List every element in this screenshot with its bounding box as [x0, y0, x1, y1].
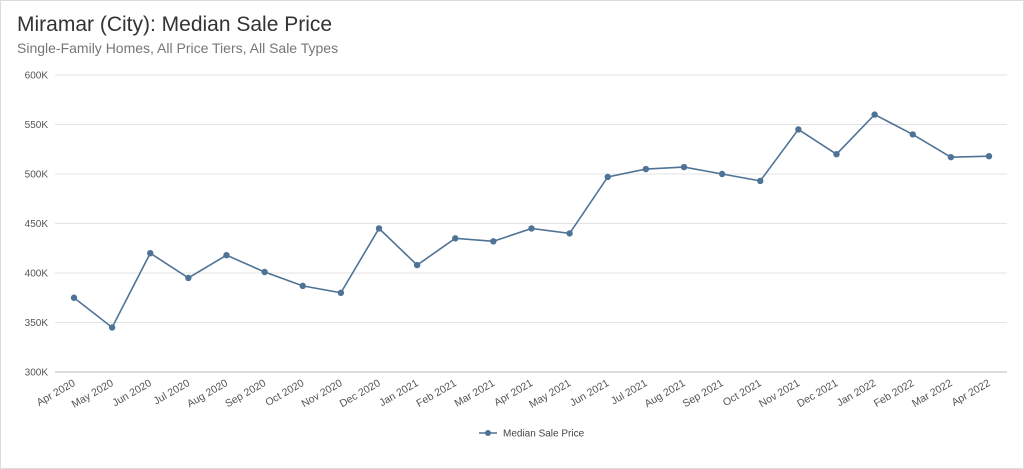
x-tick-label: Mar 2021: [452, 377, 497, 410]
x-tick-label: Feb 2022: [872, 377, 917, 410]
x-tick-label: Aug 2021: [643, 377, 688, 410]
data-point[interactable]: [299, 282, 306, 290]
x-tick-label: May 2020: [70, 377, 116, 411]
data-point[interactable]: [947, 153, 955, 161]
x-tick-label: Oct 2020: [263, 377, 306, 409]
data-point[interactable]: [833, 151, 840, 158]
x-tick-label: Dec 2020: [338, 377, 383, 410]
y-tick-label: 350K: [25, 318, 49, 329]
data-point[interactable]: [642, 165, 650, 173]
data-point[interactable]: [909, 131, 916, 138]
x-tick-label: Dec 2021: [795, 377, 840, 410]
legend-label[interactable]: Median Sale Price: [503, 429, 585, 440]
x-tick-label: Sep 2020: [223, 377, 268, 410]
x-tick-label: Sep 2021: [681, 377, 726, 410]
data-point[interactable]: [337, 289, 345, 296]
data-point[interactable]: [528, 225, 535, 232]
x-tick-label: Aug 2020: [185, 377, 230, 410]
data-point[interactable]: [70, 294, 78, 301]
x-tick-label: Jun 2021: [568, 377, 612, 409]
data-point[interactable]: [604, 173, 611, 181]
data-point[interactable]: [452, 235, 459, 242]
chart-title: Miramar (City): Median Sale Price: [17, 13, 333, 36]
data-point[interactable]: [147, 250, 154, 257]
x-tick-label: Oct 2021: [721, 377, 764, 409]
x-tick-label: Jan 2022: [835, 377, 879, 409]
data-point[interactable]: [757, 177, 764, 185]
y-tick-label: 400K: [25, 269, 49, 280]
y-tick-label: 500K: [25, 170, 49, 181]
data-point[interactable]: [985, 152, 993, 160]
data-point[interactable]: [871, 111, 878, 118]
x-tick-label: Feb 2021: [414, 377, 459, 410]
series-line: [73, 113, 990, 329]
x-tick-label: Nov 2021: [757, 377, 802, 410]
y-tick-label: 450K: [25, 219, 49, 230]
x-tick-label: Nov 2020: [299, 377, 344, 410]
data-point[interactable]: [223, 251, 230, 259]
y-tick-label: 300K: [25, 368, 49, 379]
x-tick-label: Apr 2022: [950, 377, 993, 409]
data-point[interactable]: [680, 163, 688, 171]
data-point[interactable]: [261, 268, 268, 276]
data-point[interactable]: [795, 126, 802, 133]
data-point[interactable]: [185, 274, 192, 282]
data-point[interactable]: [108, 324, 116, 331]
data-point[interactable]: [718, 170, 726, 178]
y-tick-label: 600K: [25, 71, 49, 82]
data-point[interactable]: [413, 261, 421, 269]
chart-subtitle: Single-Family Homes, All Price Tiers, Al…: [17, 40, 339, 56]
legend-marker-icon: [485, 430, 491, 436]
x-tick-label: May 2021: [527, 377, 573, 411]
x-tick-label: Jun 2020: [110, 377, 154, 409]
data-point[interactable]: [490, 238, 497, 245]
data-point[interactable]: [375, 225, 383, 232]
x-tick-label: Mar 2022: [910, 377, 955, 410]
y-tick-label: 550K: [25, 120, 49, 131]
x-tick-label: Jan 2021: [377, 377, 421, 409]
data-point[interactable]: [566, 230, 573, 237]
